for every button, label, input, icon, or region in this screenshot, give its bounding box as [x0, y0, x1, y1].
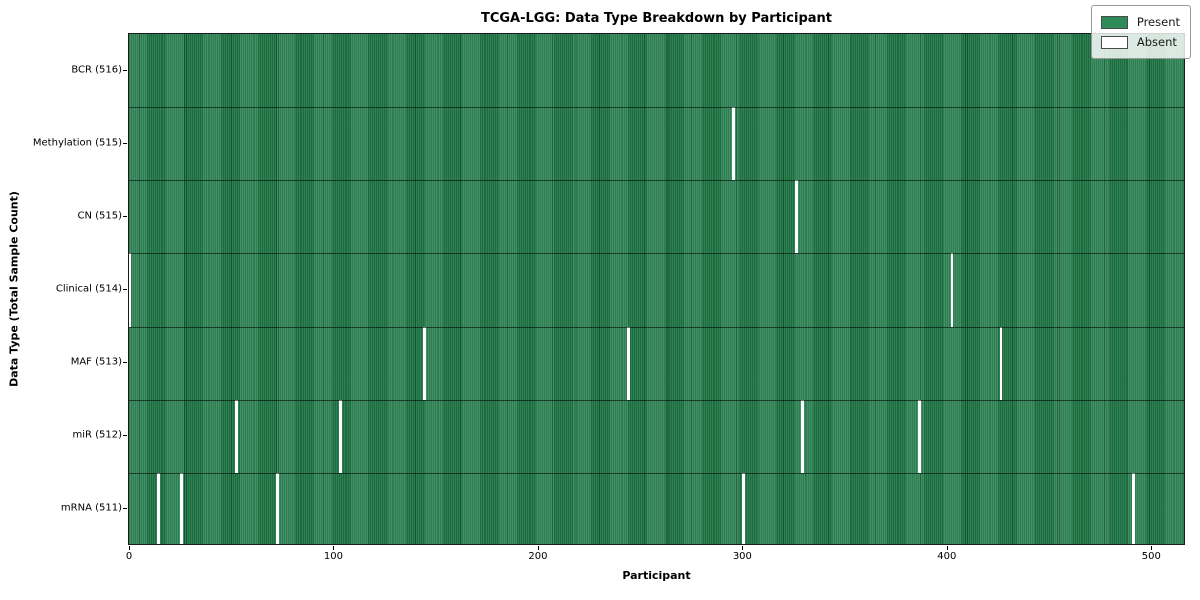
- x-axis-label: Participant: [622, 569, 691, 582]
- x-tick-mark: [946, 546, 948, 550]
- row-separator: [129, 107, 1184, 109]
- absent-marker-MAF-244: [627, 326, 631, 400]
- absent-marker-miR-52: [234, 399, 238, 473]
- absent-marker-MAF-426: [999, 326, 1003, 400]
- absent-marker-mRNA-72: [275, 472, 279, 544]
- y-tick-label-BCR: BCR (516): [71, 64, 122, 76]
- x-tick-label-300: 300: [732, 551, 752, 562]
- row-separator: [129, 399, 1184, 401]
- absent-marker-miR-386: [917, 399, 921, 473]
- x-tick-mark: [333, 546, 335, 550]
- y-tick-mark: [123, 435, 127, 437]
- plot-area: [128, 33, 1185, 545]
- absent-marker-miR-329: [801, 399, 805, 473]
- x-tick-label-0: 0: [125, 551, 133, 562]
- absent-marker-mRNA-25: [179, 472, 183, 544]
- absent-marker-mRNA-14: [157, 472, 161, 544]
- absent-marker-mRNA-300: [741, 472, 745, 544]
- row-separator: [129, 253, 1184, 255]
- y-tick-label-CN: CN (515): [77, 210, 122, 222]
- x-tick-label-500: 500: [1141, 551, 1161, 562]
- row-separator: [129, 472, 1184, 474]
- x-tick-label-200: 200: [528, 551, 548, 562]
- absent-marker-miR-103: [339, 399, 342, 473]
- x-tick-label-100: 100: [323, 551, 344, 562]
- absent-marker-MAF-144: [423, 326, 426, 400]
- legend-swatch-absent: [1100, 35, 1128, 49]
- y-tick-label-MAF: MAF (513): [70, 356, 122, 368]
- legend-item-absent: Absent: [1100, 32, 1180, 52]
- absent-marker-Clinical-0: [129, 253, 132, 327]
- y-tick-label-mRNA: mRNA (511): [60, 502, 122, 514]
- y-tick-label-Clinical: Clinical (514): [55, 283, 122, 295]
- x-tick-mark: [537, 546, 539, 550]
- absent-marker-Clinical-402: [950, 253, 954, 327]
- y-tick-mark: [123, 142, 127, 144]
- y-tick-mark: [123, 69, 127, 71]
- legend-swatch-present: [1100, 15, 1128, 29]
- present-bars-texture: [129, 34, 1184, 544]
- chart-title: TCGA-LGG: Data Type Breakdown by Partici…: [480, 11, 833, 26]
- y-tick-mark: [123, 289, 127, 290]
- y-tick-mark: [123, 215, 127, 217]
- y-tick-mark: [123, 362, 127, 364]
- legend-label: Absent: [1136, 35, 1177, 49]
- x-tick-mark: [742, 546, 744, 550]
- x-tick-mark: [129, 546, 131, 550]
- absent-marker-Methylation-295: [731, 107, 735, 181]
- x-tick-label-400: 400: [937, 551, 957, 562]
- x-tick-mark: [1151, 546, 1153, 550]
- absent-marker-CN-326: [795, 180, 798, 254]
- legend-item-present: Present: [1100, 12, 1180, 32]
- y-tick-mark: [123, 508, 127, 510]
- y-tick-label-Methylation: Methylation (515): [32, 137, 122, 149]
- absent-marker-mRNA-491: [1132, 472, 1136, 544]
- legend-label: Present: [1136, 15, 1180, 29]
- row-separator: [129, 180, 1184, 182]
- row-separator: [129, 326, 1184, 328]
- y-tick-label-miR: miR (512): [72, 429, 122, 441]
- legend: Present Absent: [1090, 5, 1191, 59]
